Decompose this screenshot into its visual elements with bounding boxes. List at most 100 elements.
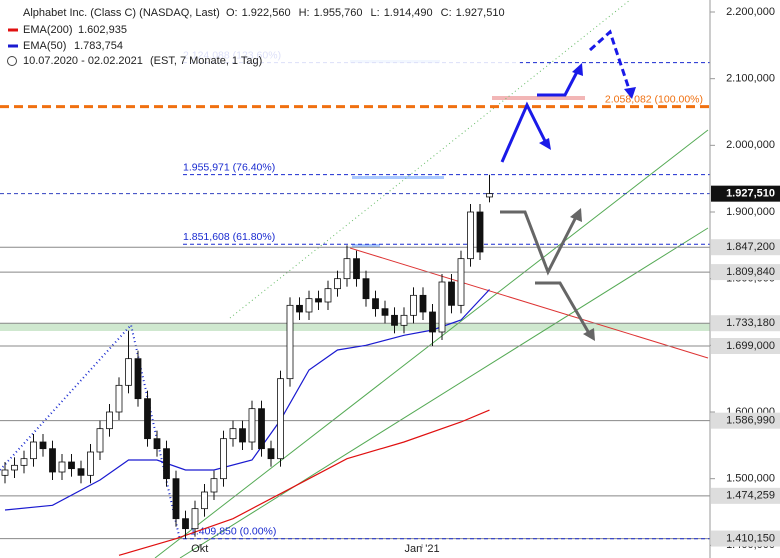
candle-body [372, 298, 379, 310]
legend-value: 1.602,935 [78, 24, 127, 36]
candle-body [68, 461, 75, 470]
fib-label: 2.058,082 (100.00%) [605, 93, 703, 105]
arrow [500, 210, 579, 276]
price-box [711, 338, 780, 354]
candle-body [239, 428, 246, 443]
candle-body [134, 358, 142, 400]
title: Alphabet Inc. (Class C) (NASDAQ, Last) [23, 7, 220, 19]
legend-name: EMA(200) [23, 24, 73, 36]
y-tick-label: 1.900,000 [726, 206, 775, 218]
quote-key: O: [226, 7, 238, 19]
candle-body [486, 193, 493, 198]
candle-body [419, 294, 427, 313]
legend-value: 1.783,754 [74, 40, 123, 52]
price-box-label: 1.410,150 [726, 532, 775, 544]
candle-body [229, 428, 237, 440]
arrow [537, 69, 580, 97]
candle-body [163, 448, 170, 480]
candle-body [49, 448, 56, 473]
candle-body [410, 294, 417, 316]
y-tick-label: 2.200,000 [726, 6, 775, 18]
candle-body [448, 281, 455, 306]
candle-body [125, 358, 132, 386]
candle-body [1, 469, 9, 476]
candle-body [429, 311, 436, 333]
price-box [711, 487, 780, 504]
candle-body [391, 314, 398, 326]
arrow [535, 281, 592, 336]
candle-body [248, 408, 256, 443]
candle-body [267, 448, 275, 460]
candle-body [144, 398, 151, 440]
x-tick-label: Jan '21 [404, 543, 439, 555]
y-tick-label: 1.500,000 [726, 473, 775, 485]
candle-body [476, 211, 484, 253]
candle-body [30, 441, 37, 460]
quote-value: 1.914,490 [384, 7, 433, 19]
arrowhead [583, 328, 595, 341]
arrowhead [572, 63, 583, 76]
clock-icon [7, 56, 17, 66]
candle-body [296, 304, 303, 313]
candle-body [334, 278, 341, 290]
quote-key: C: [441, 7, 452, 19]
y-tick-label: 2.000,000 [726, 139, 775, 151]
quote: O: 1.922,560 H: 1.955,760 L: 1.914,490 C: 1.927… [226, 7, 505, 19]
fib-label: 1.851,608 (61.80%) [183, 231, 275, 243]
candle-body [182, 518, 189, 530]
price-box-label: 1.699,000 [726, 340, 775, 352]
candle-body [58, 461, 66, 473]
price-box-label: 1.474,259 [726, 490, 775, 502]
trend-line [349, 247, 709, 359]
candle-body [20, 458, 28, 466]
trend-line [154, 129, 709, 558]
candle-body [210, 478, 218, 493]
candle-body [362, 278, 370, 300]
highlight [492, 96, 585, 100]
header: Alphabet Inc. (Class C) (NASDAQ, Last) O… [0, 2, 520, 68]
quote-value: 1.955,760 [314, 7, 363, 19]
price-box [711, 239, 780, 256]
candle-body [381, 308, 389, 316]
candle-body [286, 304, 294, 380]
candle-body [106, 411, 113, 430]
price-box [711, 412, 780, 429]
price-box-label: 1.733,180 [726, 317, 775, 329]
candle-body [191, 508, 199, 530]
highlight [352, 176, 444, 179]
candle-body [324, 288, 332, 303]
range-note: (EST, 7 Monate, 1 Tag) [150, 55, 262, 67]
candle-body [457, 258, 465, 306]
price-box [711, 530, 780, 547]
candle-body [305, 298, 313, 313]
arrowhead [570, 208, 582, 222]
candle-body [77, 468, 85, 476]
arrowhead [539, 138, 551, 150]
candle-body [153, 438, 161, 450]
price-box-label: 1.809,840 [726, 266, 775, 278]
price-axis: 1.400,0001.500,0001.600,0001.700,0001.80… [710, 6, 780, 551]
candle-body [467, 211, 474, 260]
candle-body [201, 491, 208, 510]
scenario-arrows [500, 29, 636, 341]
arrow [588, 29, 632, 93]
candle-body [11, 464, 18, 471]
price-box [711, 315, 780, 332]
candle-body [353, 258, 360, 280]
quote-key: H: [299, 7, 310, 19]
candle-body [343, 258, 351, 280]
price-box [711, 264, 780, 281]
candle-body [87, 451, 94, 476]
candle-body [115, 384, 123, 413]
quote-key: L: [371, 7, 380, 19]
ema-line [4, 289, 490, 511]
candle-body [172, 478, 180, 520]
candle-body [400, 314, 408, 326]
fib-label: 1.955,971 (76.40%) [183, 161, 275, 173]
candle-body [315, 298, 322, 303]
price-box-label: 1.927,510 [726, 188, 775, 200]
trend-line [179, 227, 709, 558]
candle-body [39, 441, 47, 450]
candle-body [277, 378, 284, 460]
